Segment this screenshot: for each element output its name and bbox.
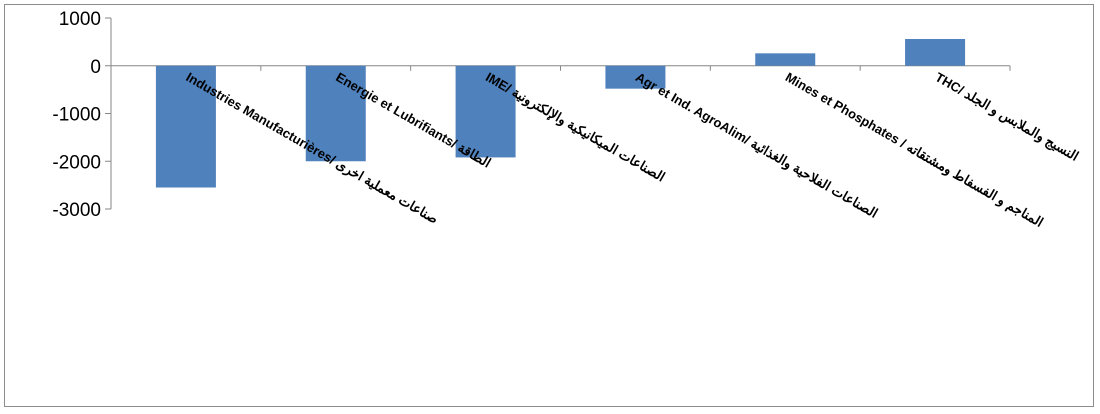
y-tick-label: -3000 (52, 200, 101, 221)
x-category-label: THC/ النسيج والملابس و الجلد (932, 69, 1081, 164)
x-category-label: Mines et Phosphates / المناجم و الفسفاط … (782, 69, 1046, 230)
y-tick-label: 0 (90, 57, 101, 78)
y-tick-label: 1000 (59, 9, 101, 30)
bar (755, 53, 815, 65)
y-tick-label: -1000 (52, 105, 101, 126)
bar (905, 39, 965, 66)
x-category-label: Agr et Ind. AgroAlim/ الصناعات الفلاحية … (633, 69, 881, 221)
y-tick-label: -2000 (52, 152, 101, 173)
